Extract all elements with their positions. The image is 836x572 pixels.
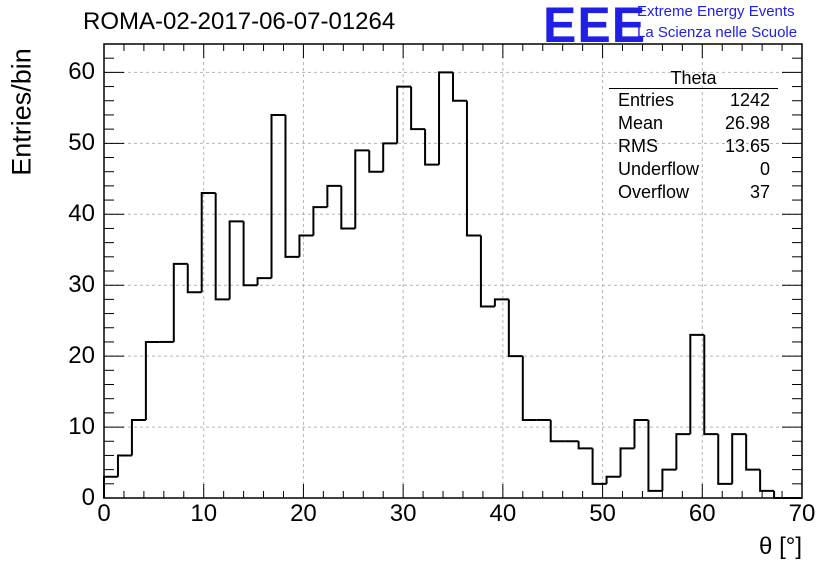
logo-line-2: La Scienza nelle Scuole	[637, 24, 798, 41]
histogram-bin	[452, 72, 467, 102]
x-tick-label: 40	[489, 500, 517, 527]
y-tick-label: 30	[68, 271, 95, 299]
histogram-bin	[424, 129, 440, 166]
stats-title: Theta	[609, 68, 778, 89]
histogram-bin	[438, 71, 453, 165]
histogram-bin	[479, 235, 495, 308]
stats-label: Entries	[618, 90, 675, 110]
histogram-bin	[186, 263, 202, 294]
stats-value: 0	[759, 159, 770, 179]
y-tick-label: 40	[68, 200, 95, 228]
histogram-bin	[242, 221, 258, 287]
histogram-bin	[549, 419, 565, 443]
histogram-bin	[465, 100, 481, 237]
histogram-bin	[759, 469, 775, 492]
histogram-bin	[116, 454, 132, 477]
histogram-bin	[326, 184, 342, 208]
histogram-bin	[619, 447, 635, 477]
stats-value: 1242	[729, 90, 770, 110]
histogram-bin	[647, 419, 663, 492]
histogram-bin	[130, 418, 146, 456]
stats-row-mean: Mean 26.98	[609, 112, 778, 135]
stats-value: 13.65	[724, 136, 770, 156]
histogram-bin	[731, 433, 747, 484]
stats-value: 37	[749, 182, 770, 202]
histogram-bin	[270, 113, 286, 279]
histogram-bin	[591, 448, 607, 485]
plot-frame	[103, 43, 803, 499]
eee-logo: EEE	[543, 0, 647, 53]
histogram-bin	[354, 149, 370, 229]
x-tick-label: 50	[589, 500, 616, 527]
chart-title: ROMA-02-2017-06-07-01264	[83, 8, 396, 35]
histogram-bin	[368, 150, 384, 173]
stats-row-overflow: Overflow 37	[609, 181, 778, 204]
stats-label: Mean	[618, 113, 664, 133]
histogram-bin	[410, 86, 426, 131]
histogram-bin	[493, 298, 509, 307]
histogram-bin	[703, 334, 719, 436]
histogram-bin	[103, 475, 118, 498]
histogram-bin	[521, 356, 537, 421]
stats-row-rms: RMS 13.65	[609, 135, 778, 158]
x-tick-label: 20	[290, 500, 317, 527]
x-tick-label: 70	[788, 500, 816, 527]
histogram-bin	[228, 220, 244, 300]
x-tick-label: 60	[688, 500, 716, 527]
x-tick-label: 0	[97, 500, 111, 527]
histogram-bin	[144, 340, 160, 420]
y-tick-label: 0	[81, 484, 95, 511]
histogram-bin	[396, 85, 412, 144]
histogram-bin	[214, 192, 230, 301]
histogram-bin	[605, 475, 621, 484]
histogram-bin	[200, 191, 216, 293]
stats-label: Underflow	[618, 159, 700, 179]
x-axis-label: θ [°]	[759, 533, 802, 560]
histogram-bin	[689, 333, 705, 435]
stats-label: Overflow	[618, 182, 690, 202]
stats-row-underflow: Underflow 0	[609, 158, 778, 181]
histogram-bin	[256, 277, 272, 286]
y-tick-label: 10	[68, 413, 95, 441]
histogram-bin	[633, 418, 649, 449]
y-tick-label: 50	[68, 129, 95, 157]
histogram-bin	[284, 114, 300, 258]
histogram-bin	[661, 468, 677, 491]
y-tick-label: 20	[68, 342, 95, 370]
x-tick-label: 30	[389, 500, 417, 527]
stats-label: RMS	[618, 136, 658, 156]
histogram-bin	[577, 441, 593, 450]
histogram-bin	[717, 434, 733, 485]
y-tick-label: 60	[68, 58, 95, 86]
stats-row-entries: Entries 1242	[609, 89, 778, 112]
histogram-bin	[382, 142, 398, 172]
stats-box: Theta Entries 1242 Mean 26.98 RMS 13.65 …	[609, 68, 778, 204]
histogram-bin	[745, 434, 761, 471]
y-axis-label: Entries/bin	[6, 48, 37, 176]
histogram-bin	[172, 262, 188, 342]
stats-value: 26.98	[724, 113, 770, 133]
logo-line-1: Extreme Energy Events	[637, 3, 795, 20]
histogram-bin	[675, 433, 691, 470]
histogram-bin	[340, 185, 356, 230]
histogram-bin	[773, 490, 789, 499]
x-tick-label: 10	[190, 500, 218, 527]
histogram-bin	[507, 299, 523, 358]
histogram-bin	[312, 206, 328, 236]
histogram-bin	[298, 234, 314, 257]
